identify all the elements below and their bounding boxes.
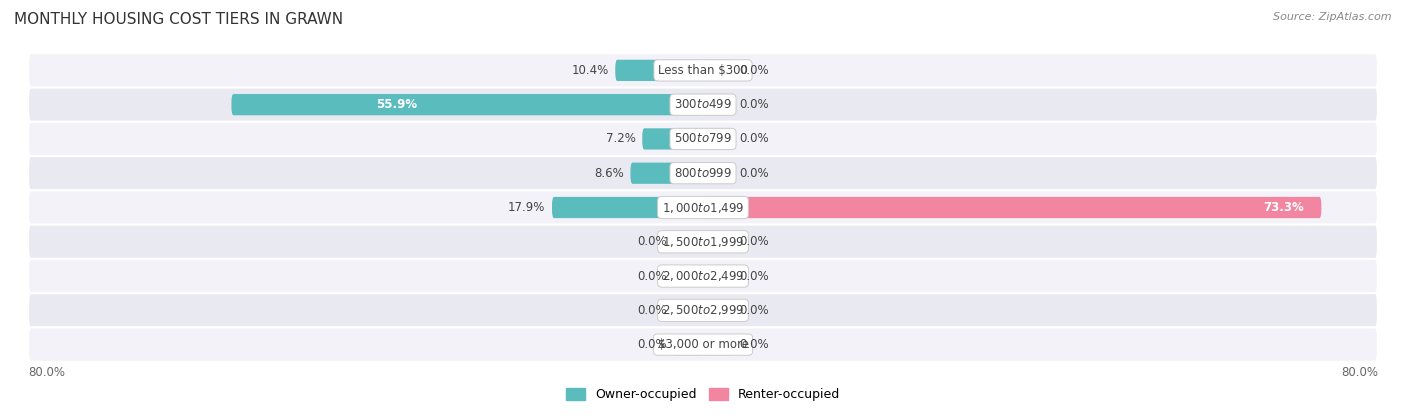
Text: 0.0%: 0.0% [740,64,769,77]
FancyBboxPatch shape [643,128,703,149]
Legend: Owner-occupied, Renter-occupied: Owner-occupied, Renter-occupied [561,383,845,406]
Text: $800 to $999: $800 to $999 [673,167,733,180]
Text: $3,000 or more: $3,000 or more [658,338,748,351]
FancyBboxPatch shape [28,225,1378,259]
Text: Source: ZipAtlas.com: Source: ZipAtlas.com [1274,12,1392,22]
Text: 0.0%: 0.0% [637,304,666,317]
Text: 80.0%: 80.0% [1341,366,1378,379]
FancyBboxPatch shape [28,293,1378,327]
FancyBboxPatch shape [28,122,1378,156]
FancyBboxPatch shape [553,197,703,218]
Text: $300 to $499: $300 to $499 [673,98,733,111]
FancyBboxPatch shape [232,94,703,115]
Text: 55.9%: 55.9% [375,98,418,111]
FancyBboxPatch shape [28,53,1378,88]
FancyBboxPatch shape [703,197,1322,218]
Text: 0.0%: 0.0% [740,235,769,248]
Text: $2,000 to $2,499: $2,000 to $2,499 [662,269,744,283]
Text: 0.0%: 0.0% [740,270,769,283]
Text: $500 to $799: $500 to $799 [673,132,733,145]
FancyBboxPatch shape [28,190,1378,225]
FancyBboxPatch shape [703,231,733,252]
FancyBboxPatch shape [28,156,1378,190]
FancyBboxPatch shape [703,163,733,184]
Text: 0.0%: 0.0% [740,338,769,351]
Text: 73.3%: 73.3% [1264,201,1305,214]
Text: $1,500 to $1,999: $1,500 to $1,999 [662,235,744,249]
FancyBboxPatch shape [703,128,733,149]
FancyBboxPatch shape [703,300,733,321]
FancyBboxPatch shape [673,266,703,287]
Text: 0.0%: 0.0% [637,235,666,248]
FancyBboxPatch shape [703,60,733,81]
FancyBboxPatch shape [28,88,1378,122]
Text: Less than $300: Less than $300 [658,64,748,77]
Text: 0.0%: 0.0% [740,132,769,145]
FancyBboxPatch shape [630,163,703,184]
Text: 80.0%: 80.0% [28,366,65,379]
FancyBboxPatch shape [28,327,1378,362]
FancyBboxPatch shape [673,334,703,355]
Text: 10.4%: 10.4% [571,64,609,77]
Text: 0.0%: 0.0% [740,304,769,317]
FancyBboxPatch shape [703,94,733,115]
FancyBboxPatch shape [616,60,703,81]
Text: 7.2%: 7.2% [606,132,636,145]
FancyBboxPatch shape [673,231,703,252]
Text: 17.9%: 17.9% [508,201,546,214]
FancyBboxPatch shape [703,334,733,355]
Text: 0.0%: 0.0% [740,98,769,111]
FancyBboxPatch shape [673,300,703,321]
Text: 0.0%: 0.0% [740,167,769,180]
FancyBboxPatch shape [28,259,1378,293]
Text: MONTHLY HOUSING COST TIERS IN GRAWN: MONTHLY HOUSING COST TIERS IN GRAWN [14,12,343,27]
FancyBboxPatch shape [703,266,733,287]
Text: 8.6%: 8.6% [593,167,624,180]
Text: $2,500 to $2,999: $2,500 to $2,999 [662,303,744,317]
Text: 0.0%: 0.0% [637,270,666,283]
Text: 0.0%: 0.0% [637,338,666,351]
Text: $1,000 to $1,499: $1,000 to $1,499 [662,200,744,215]
